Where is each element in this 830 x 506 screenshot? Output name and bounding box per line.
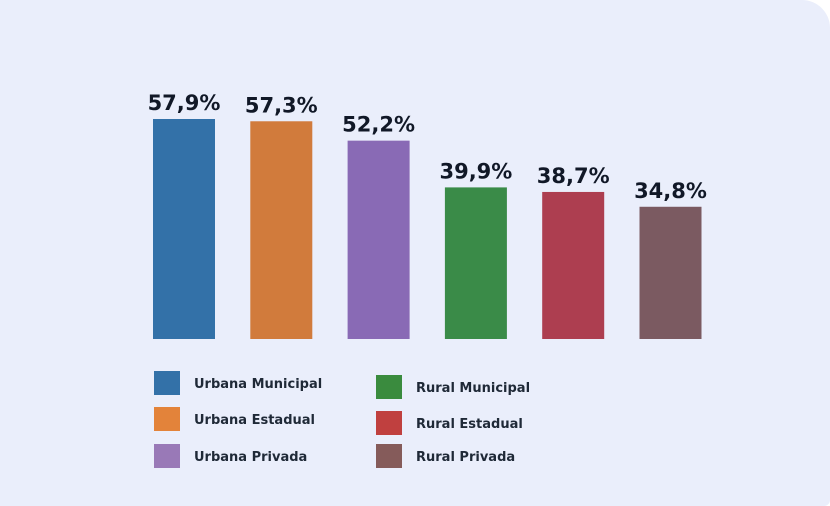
bar-5 [542, 191, 605, 339]
value-labels-group: 57,9% 57,3% 52,2% 39,9% 38,7% 34,8% [148, 91, 707, 203]
legend-label-6: Rural Privada [416, 450, 515, 465]
legend-label-4: Rural Municipal [416, 381, 530, 396]
bar-4 [444, 187, 507, 339]
value-label-6: 34,8% [634, 179, 707, 203]
legend-swatch-6 [376, 444, 402, 468]
value-label-4: 39,9% [439, 159, 512, 183]
legend-swatch-3 [154, 444, 180, 468]
legend-label-2: Urbana Estadual [194, 413, 315, 428]
legend-label-5: Rural Estadual [416, 417, 523, 432]
legend-swatch-5 [376, 411, 402, 435]
legend-swatch-2 [154, 407, 180, 431]
bar-3 [347, 140, 410, 339]
bars-group [153, 119, 702, 340]
value-label-1: 57,9% [148, 91, 221, 115]
legend-swatch-4 [376, 375, 402, 399]
bar-2 [250, 121, 313, 340]
bar-6 [639, 206, 702, 339]
legend-swatch-1 [154, 371, 180, 395]
legend-label-1: Urbana Municipal [194, 377, 322, 392]
legend-label-3: Urbana Privada [194, 450, 307, 465]
value-label-3: 52,2% [342, 113, 415, 137]
value-label-2: 57,3% [245, 93, 318, 117]
legend: Urbana Municipal Urbana Estadual Urbana Pr… [154, 371, 530, 468]
value-label-5: 38,7% [537, 164, 610, 188]
bar-1 [153, 119, 215, 339]
